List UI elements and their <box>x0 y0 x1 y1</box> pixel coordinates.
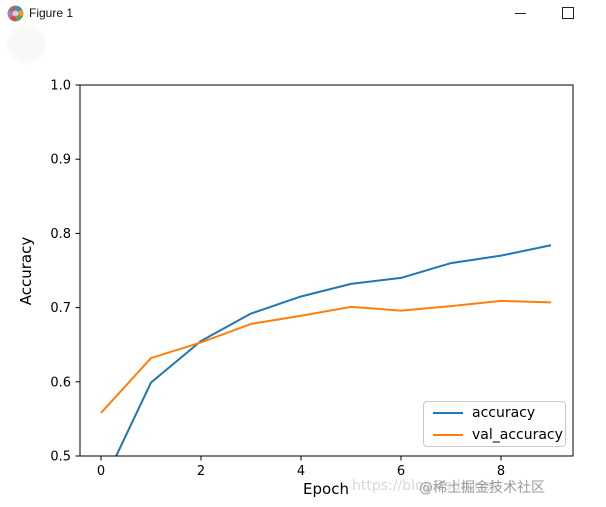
legend-item-val-accuracy: val_accuracy <box>433 426 565 445</box>
svg-text:0.7: 0.7 <box>50 301 71 316</box>
x-axis-label: Epoch <box>303 480 349 498</box>
matplotlib-logo-icon <box>7 5 24 22</box>
svg-text:0.5: 0.5 <box>50 450 71 465</box>
ghost-watermark <box>6 24 46 64</box>
svg-text:0: 0 <box>97 464 105 479</box>
maximize-icon <box>562 7 574 19</box>
legend-label: val_accuracy <box>472 427 563 443</box>
maximize-button[interactable] <box>548 0 588 26</box>
svg-text:2: 2 <box>197 464 205 479</box>
svg-text:0.9: 0.9 <box>50 153 71 168</box>
val-accuracy-line-swatch <box>433 433 463 437</box>
csdn-url-watermark: https://blog.csdn.net <box>352 478 498 494</box>
minimize-icon <box>514 12 526 14</box>
minimize-button[interactable] <box>500 0 540 26</box>
legend-label: accuracy <box>472 405 536 421</box>
legend: accuracy val_accuracy <box>423 401 566 447</box>
accuracy-line-swatch <box>433 411 463 415</box>
y-axis-label: Accuracy <box>17 236 35 306</box>
svg-text:0.8: 0.8 <box>50 227 71 242</box>
juejin-community-watermark: @稀土掘金技术社区 <box>419 480 545 496</box>
svg-text:6: 6 <box>397 464 405 479</box>
title-bar[interactable]: Figure 1 <box>0 0 606 28</box>
svg-text:8: 8 <box>497 464 505 479</box>
legend-item-accuracy: accuracy <box>433 404 565 423</box>
window-title: Figure 1 <box>29 6 74 20</box>
svg-text:0.6: 0.6 <box>50 375 71 390</box>
svg-text:1.0: 1.0 <box>50 79 71 94</box>
svg-text:4: 4 <box>297 464 305 479</box>
